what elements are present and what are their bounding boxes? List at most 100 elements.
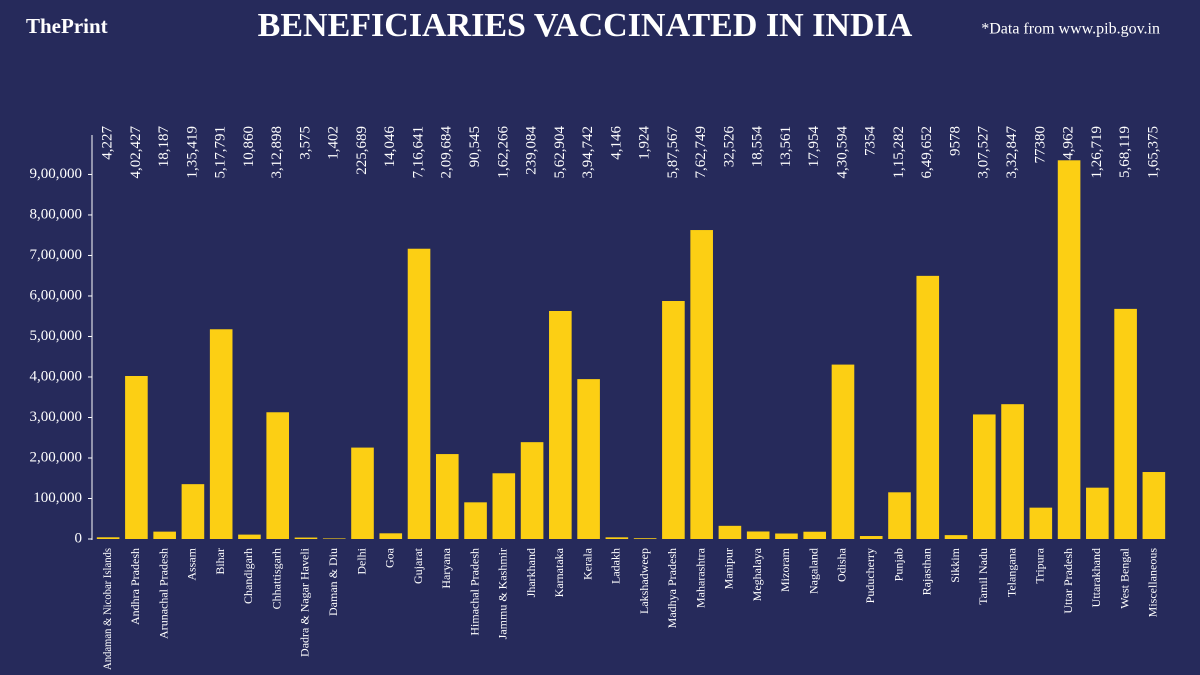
value-label: 1,402	[326, 126, 342, 160]
value-label: 9578	[947, 126, 963, 156]
bar	[577, 379, 600, 539]
x-tick-label: Manipur	[722, 548, 736, 589]
x-tick-label: Odisha	[835, 547, 849, 582]
value-label: 77380	[1032, 126, 1048, 164]
value-label: 4,146	[608, 126, 624, 160]
x-tick-label: Tamil Nadu	[976, 548, 990, 605]
value-label: 90,545	[467, 126, 483, 167]
x-tick-label: Miscellaneous	[1146, 548, 1160, 618]
value-label: 6,49,652	[919, 126, 935, 179]
x-tick-label: Telangana	[1004, 547, 1018, 597]
value-label: 18,554	[750, 126, 766, 168]
bar	[379, 533, 403, 539]
value-label: 5,87,567	[665, 126, 681, 179]
x-tick-label: Madhya Pradesh	[665, 548, 679, 628]
y-tick-label: 9,00,000	[30, 166, 83, 182]
value-label: 18,187	[156, 126, 172, 168]
value-label: 225,689	[354, 126, 370, 175]
value-label: 7,16,641	[410, 126, 426, 179]
source-note: *Data from www.pib.gov.in	[981, 21, 1160, 38]
x-tick-label: Andaman & Nicobar Islands	[100, 548, 114, 670]
bar	[1114, 308, 1137, 539]
value-label: 5,62,904	[552, 126, 568, 179]
bar	[1001, 404, 1024, 539]
y-tick-label: 6,00,000	[30, 287, 83, 303]
x-tick-label: Rajasthan	[920, 548, 934, 595]
bar	[831, 364, 855, 539]
bar	[972, 414, 996, 539]
value-label: 3,07,527	[976, 126, 992, 179]
value-label: 7,62,749	[693, 126, 709, 179]
bar	[775, 533, 798, 539]
x-tick-label: Assam	[185, 547, 199, 580]
bar	[464, 502, 487, 539]
y-tick-label: 4,00,000	[30, 368, 83, 384]
x-tick-label: Nagaland	[806, 548, 820, 594]
x-tick-label: Karnataka	[552, 547, 566, 597]
x-tick-label: Goa	[383, 547, 397, 568]
value-label: 2,09,684	[439, 126, 455, 179]
bar	[125, 375, 148, 539]
bar	[633, 538, 657, 539]
y-tick-label: 8,00,000	[30, 206, 83, 222]
bar	[351, 447, 374, 539]
x-tick-label: Himachal Pradesh	[467, 548, 481, 636]
bar	[153, 531, 176, 539]
bar	[859, 536, 883, 539]
bar	[435, 454, 459, 539]
bar	[238, 534, 261, 539]
bar	[209, 329, 233, 539]
y-tick-label: 5,00,000	[30, 328, 83, 344]
bar	[96, 537, 120, 539]
x-tick-label: West Bengal	[1117, 547, 1131, 608]
value-label: 17,954	[806, 126, 822, 168]
bar	[520, 442, 544, 539]
bar	[1086, 487, 1109, 539]
value-label: 1,26,719	[1089, 126, 1105, 179]
value-label: 1,924	[637, 126, 653, 160]
value-label: 4,02,427	[128, 126, 144, 179]
x-tick-label: Meghalaya	[750, 547, 764, 601]
bar	[322, 538, 346, 539]
x-tick-label: Delhi	[354, 547, 368, 574]
brand: ThePrint	[26, 14, 108, 38]
x-tick-label: Jammu & Kashmir	[496, 548, 510, 639]
y-tick-label: 0	[75, 530, 83, 546]
x-tick-label: Ladakh	[609, 548, 623, 584]
x-tick-label: Daman & Diu	[326, 548, 340, 616]
x-tick-label: Kerala	[580, 547, 594, 580]
x-tick-label: Lakshadweep	[637, 548, 651, 614]
x-tick-label: Haryana	[439, 547, 453, 588]
x-tick-label: Arunachal Pradesh	[156, 548, 170, 639]
value-label: 3,94,742	[580, 126, 596, 179]
bar	[492, 473, 516, 539]
x-tick-label: Maharashtra	[693, 547, 707, 608]
bar	[266, 412, 290, 539]
x-tick-label: Sikkim	[948, 547, 962, 582]
bar	[294, 537, 318, 539]
bar	[888, 492, 911, 539]
value-label: 5,68,119	[1117, 126, 1133, 178]
x-tick-label: Mizoram	[778, 547, 792, 592]
bar	[746, 531, 770, 539]
y-tick-label: 100,000	[33, 490, 82, 506]
bar	[662, 301, 685, 539]
value-label: 10,860	[241, 126, 257, 167]
x-tick-label: Tripura	[1033, 547, 1047, 583]
x-tick-label: Uttar Pradesh	[1061, 548, 1075, 614]
x-tick-label: Andhra Pradesh	[128, 548, 142, 625]
value-label: 1,15,282	[891, 126, 907, 179]
value-label: 1,65,375	[1145, 126, 1161, 179]
x-tick-label: Puducherry	[863, 548, 877, 603]
value-label: 239,084	[524, 126, 540, 175]
bar	[690, 230, 713, 539]
y-tick-label: 3,00,000	[30, 409, 83, 425]
bar	[718, 525, 742, 539]
x-tick-label: Uttarakhand	[1089, 548, 1103, 607]
bar	[944, 535, 968, 539]
bar	[407, 248, 431, 540]
value-label: 1,62,266	[495, 126, 511, 179]
